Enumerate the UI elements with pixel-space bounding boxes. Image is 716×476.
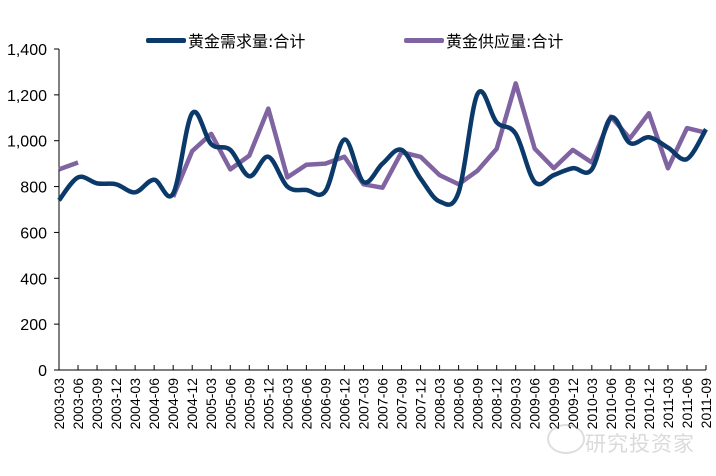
legend: 黄金需求量:合计 黄金供应量:合计 bbox=[0, 28, 716, 52]
x-tick-label: 2010-06 bbox=[603, 378, 619, 430]
y-tick-label: 400 bbox=[20, 271, 47, 288]
x-tick-label: 2007-12 bbox=[413, 378, 429, 430]
x-tick-label: 2004-03 bbox=[127, 378, 143, 430]
x-tick-label: 2007-06 bbox=[375, 378, 391, 430]
x-tick-label: 2004-09 bbox=[165, 378, 181, 430]
series-layer bbox=[57, 81, 708, 207]
x-tick-label: 2004-12 bbox=[184, 378, 200, 430]
x-tick-label: 2003-03 bbox=[51, 378, 67, 430]
demand-series-line bbox=[57, 88, 708, 207]
x-tick-label: 2008-03 bbox=[432, 378, 448, 430]
x-tick-label: 2008-09 bbox=[470, 378, 486, 430]
x-tick-label: 2008-12 bbox=[489, 378, 505, 430]
x-tick-label: 2009-06 bbox=[527, 378, 543, 430]
supply-series-line bbox=[58, 160, 79, 172]
x-tick-label: 2007-03 bbox=[355, 378, 371, 430]
x-tick-label: 2003-09 bbox=[89, 378, 105, 430]
x-tick-label: 2003-12 bbox=[108, 378, 124, 430]
y-tick-label: 800 bbox=[20, 180, 47, 197]
x-tick-label: 2006-09 bbox=[317, 378, 333, 430]
legend-item-demand: 黄金需求量:合计 bbox=[146, 28, 305, 52]
x-axis: 2003-03 2003-06 2003-09 2003-12 2004-03 2004-… bbox=[51, 365, 714, 429]
y-tick-label: 1,000 bbox=[7, 134, 47, 151]
x-tick-label: 2006-03 bbox=[279, 378, 295, 430]
x-tick-label: 2004-06 bbox=[146, 378, 162, 430]
y-axis: 0 200 400 600 800 1,000 1,200 1,400 bbox=[7, 42, 60, 380]
x-tick-label: 2010-12 bbox=[641, 378, 657, 430]
x-tick-label: 2008-06 bbox=[451, 378, 467, 430]
x-tick-label: 2010-03 bbox=[584, 378, 600, 430]
legend-label-supply: 黄金供应量:合计 bbox=[446, 32, 564, 51]
x-tick-label: 2010-09 bbox=[622, 378, 638, 430]
x-tick-label: 2007-09 bbox=[394, 378, 410, 430]
y-tick-label: 600 bbox=[20, 225, 47, 242]
legend-item-supply: 黄金供应量:合计 bbox=[404, 28, 563, 52]
x-tick-label: 2011-09 bbox=[698, 378, 714, 429]
y-tick-label: 1,400 bbox=[7, 42, 47, 59]
x-tick-label: 2005-12 bbox=[260, 378, 276, 430]
x-tick-label: 2005-06 bbox=[222, 378, 238, 430]
x-tick-label: 2006-12 bbox=[336, 378, 352, 430]
x-tick-label: 2011-03 bbox=[660, 378, 676, 429]
x-tick-label: 2009-09 bbox=[546, 378, 562, 430]
x-tick-label: 2009-12 bbox=[565, 378, 581, 430]
legend-label-demand: 黄金需求量:合计 bbox=[188, 32, 306, 51]
legend-swatch-demand bbox=[146, 37, 186, 43]
x-tick-label: 2005-09 bbox=[241, 378, 257, 430]
x-tick-label: 2005-03 bbox=[203, 378, 219, 430]
y-tick-label: 200 bbox=[20, 317, 47, 334]
legend-swatch-supply bbox=[404, 37, 444, 43]
y-tick-label: 0 bbox=[38, 363, 47, 380]
x-tick-label: 2003-06 bbox=[70, 378, 86, 430]
watermark: 研究投资家 bbox=[585, 432, 695, 456]
x-tick-label: 2009-03 bbox=[508, 378, 524, 430]
x-tick-label: 2011-06 bbox=[679, 378, 695, 429]
y-tick-label: 1,200 bbox=[7, 88, 47, 105]
wechat-logo-icon bbox=[547, 424, 585, 454]
x-tick-label: 2006-06 bbox=[298, 378, 314, 430]
